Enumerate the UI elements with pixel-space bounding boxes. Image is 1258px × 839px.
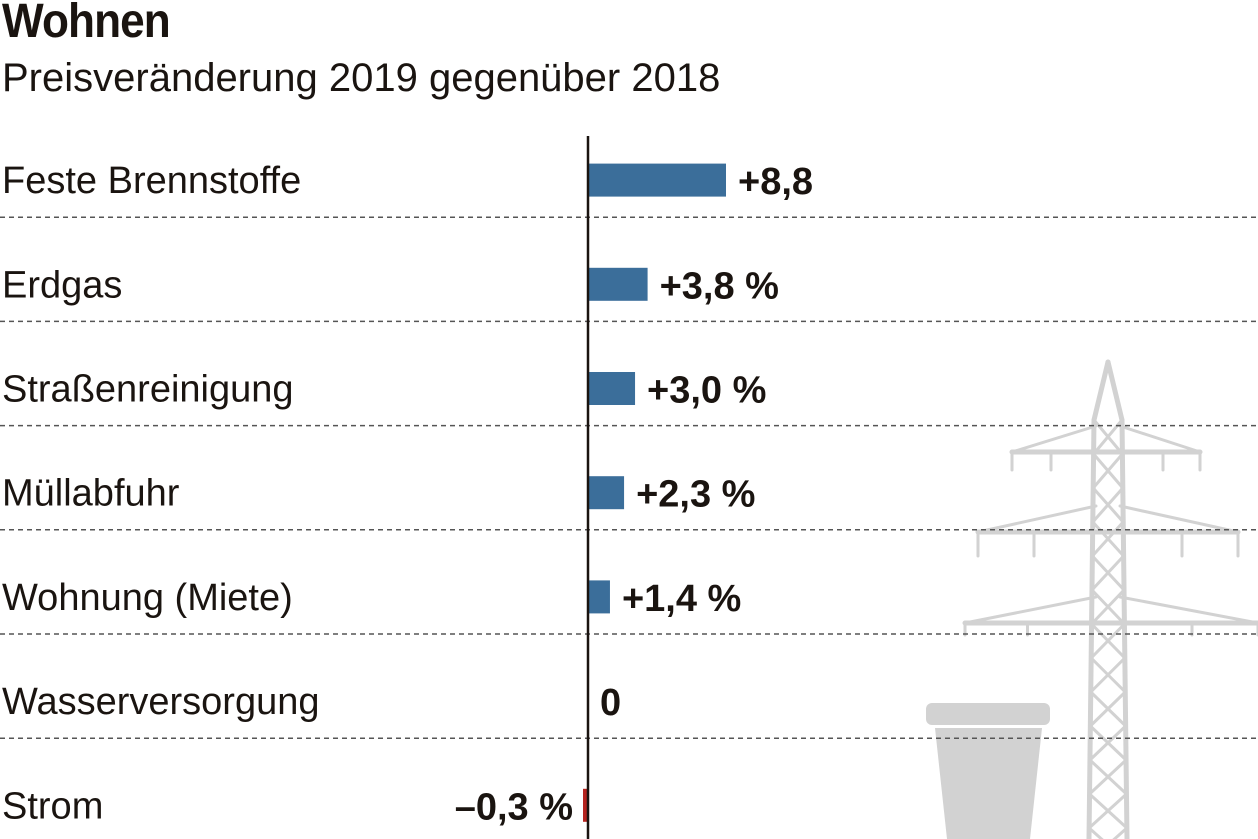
bar — [588, 267, 648, 301]
chart-row: Strom –0,3 % — [2, 785, 588, 828]
bar — [588, 580, 610, 614]
category-label: Strom — [2, 785, 103, 827]
bar — [583, 788, 588, 822]
category-label: Straßenreinigung — [2, 369, 294, 411]
chart-row: Müllabfuhr +2,3 % — [0, 473, 1258, 531]
category-label: Wohnung (Miete) — [2, 577, 293, 619]
category-label: Erdgas — [2, 264, 122, 306]
trash-bin-icon — [926, 703, 1050, 839]
value-label: +2,3 % — [636, 474, 755, 516]
category-label: Feste Brennstoffe — [2, 160, 301, 202]
bar — [588, 163, 726, 197]
bar — [588, 372, 636, 405]
value-label: +3,8 % — [660, 265, 779, 307]
category-label: Müllabfuhr — [2, 473, 180, 515]
value-label: –0,3 % — [455, 786, 573, 828]
chart-row: Feste Brennstoffe +8,8 — [0, 160, 1258, 218]
chart-rows: Feste Brennstoffe +8,8 Erdgas +3,8 % Straßen… — [0, 160, 1258, 828]
chart-row: Wohnung (Miete) +1,4 % — [0, 577, 1258, 635]
value-label: +1,4 % — [622, 578, 741, 620]
illustration — [926, 359, 1258, 839]
value-label: +8,8 — [738, 161, 813, 203]
category-label: Wasserversorgung — [2, 681, 320, 723]
value-label: 0 — [600, 682, 621, 724]
chart-row: Wasserversorgung 0 — [0, 681, 1258, 739]
chart-row: Erdgas +3,8 % — [0, 264, 1258, 323]
value-label: +3,0 % — [647, 370, 766, 412]
chart-subtitle: Preisveränderung 2019 gegenüber 2018 — [2, 56, 721, 100]
chart-row: Straßenreinigung +3,0 % — [0, 369, 1258, 427]
chart-title: Wohnen — [2, 0, 171, 48]
bar — [588, 476, 625, 510]
